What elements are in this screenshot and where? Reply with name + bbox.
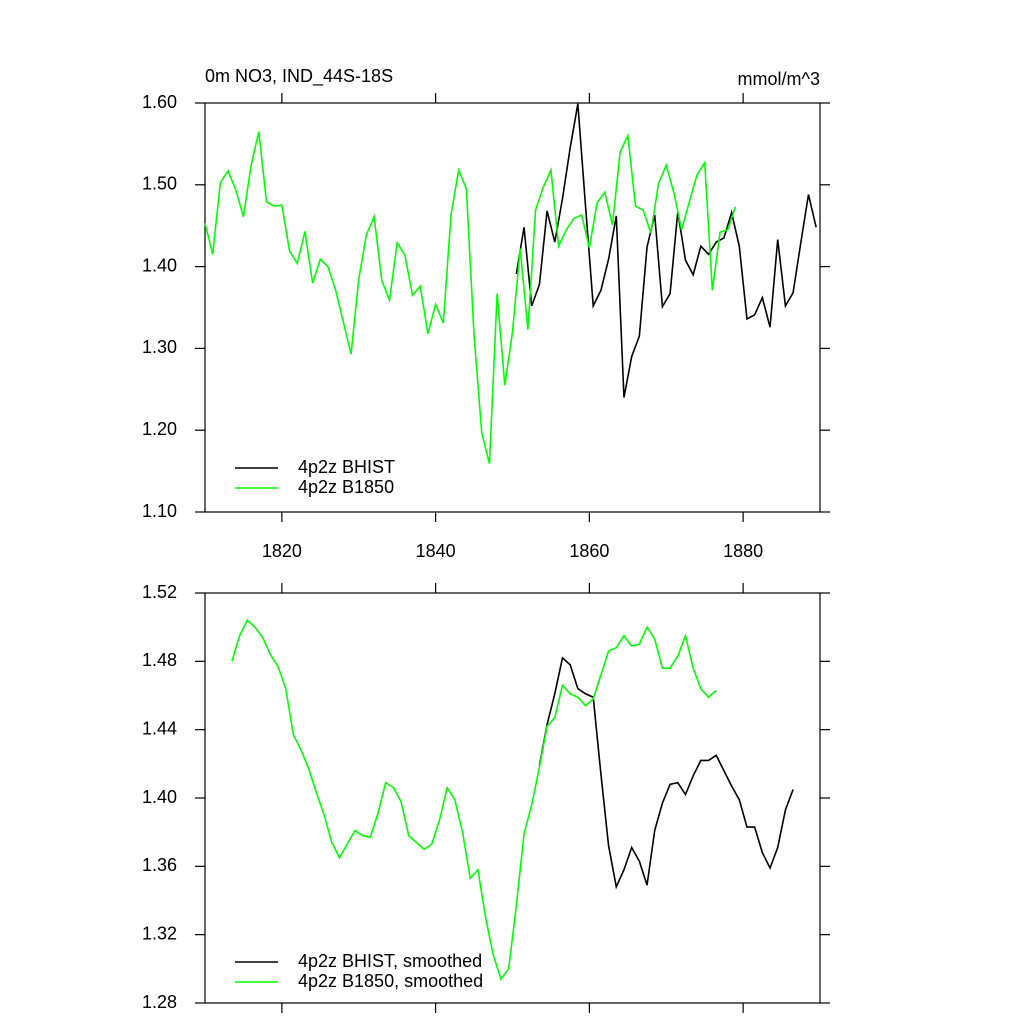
units-label: mmol/m^3 [738,69,820,89]
plot-frame [204,102,821,513]
series-line [204,131,737,464]
y-tick-label: 1.60 [142,92,177,112]
y-tick-label: 1.44 [142,718,177,738]
x-tick-label: 1840 [416,541,456,561]
y-tick-label: 1.28 [142,992,177,1012]
y-tick-label: 1.52 [142,582,177,602]
y-tick-label: 1.48 [142,650,177,670]
y-tick-label: 1.32 [142,923,177,943]
legend-label: 4p2z B1850 [298,477,394,497]
x-tick-label: 1820 [262,541,302,561]
series-line [515,103,817,398]
y-tick-label: 1.10 [142,501,177,521]
y-tick-label: 1.20 [142,419,177,439]
chart-title: 0m NO3, IND_44S-18S [205,66,393,87]
y-tick-label: 1.36 [142,855,177,875]
x-tick-label: 1880 [723,541,763,561]
series-line [538,656,794,890]
legend-label: 4p2z BHIST [298,457,395,477]
legend-label: 4p2z BHIST, smoothed [298,951,482,971]
x-tick-label: 1860 [569,541,609,561]
y-tick-label: 1.40 [142,787,177,807]
y-tick-label: 1.40 [142,255,177,275]
legend-label: 4p2z B1850, smoothed [298,971,483,991]
series-line [231,619,717,981]
y-tick-label: 1.30 [142,337,177,357]
y-tick-label: 1.50 [142,174,177,194]
